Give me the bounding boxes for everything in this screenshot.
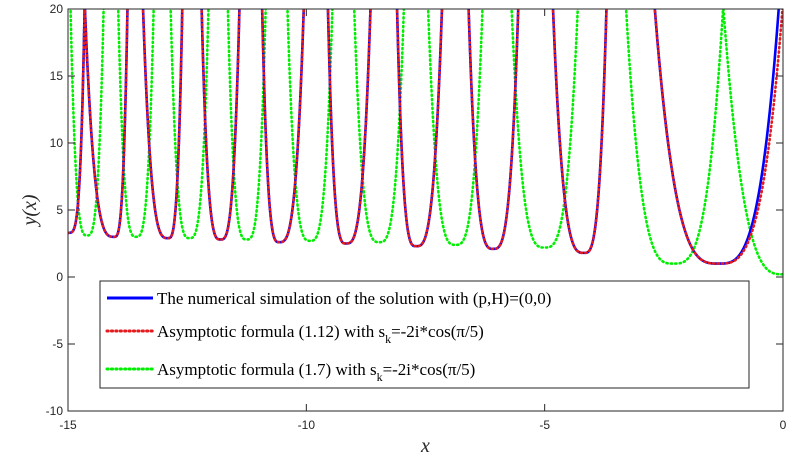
y-tick-label: 10 — [50, 136, 64, 150]
legend-entry-asymptotic-17-sub: k — [377, 370, 383, 384]
series-layer — [68, 9, 783, 276]
y-tick-label: 5 — [56, 203, 63, 217]
y-axis-title: y(x) — [19, 194, 41, 227]
legend-entry-asymptotic-112: Asymptotic formula (1.12) with sk=-2i*co… — [157, 322, 484, 346]
x-tick-label: -5 — [539, 418, 550, 432]
legend-box — [99, 280, 750, 389]
x-tick-label: -10 — [298, 418, 316, 432]
legend-entry-asymptotic-17: Asymptotic formula (1.7) with sk=-2i*cos… — [157, 360, 475, 384]
legend-entry-asymptotic-17-tail: =-2i*cos(π/5) — [383, 360, 476, 379]
legend-entry-numerical-label: The numerical simulation of the solution… — [157, 289, 551, 308]
x-tick-label: 0 — [780, 418, 787, 432]
series-asymptotic-112-line — [68, 9, 783, 265]
legend-entry-numerical: The numerical simulation of the solution… — [157, 289, 551, 308]
legend-entry-asymptotic-17-label: Asymptotic formula (1.7) with s — [157, 360, 377, 379]
y-tick-label: 20 — [50, 2, 64, 16]
y-tick-label: -10 — [46, 404, 64, 418]
y-tick-label: 0 — [56, 270, 63, 284]
y-tick-label: -5 — [52, 337, 63, 351]
series-asymptotic-17-line — [69, 9, 783, 276]
y-tick-label: 15 — [50, 69, 64, 83]
legend: The numerical simulation of the solution… — [99, 280, 750, 389]
legend-entry-asymptotic-112-label: Asymptotic formula (1.12) with s — [157, 322, 385, 341]
legend-entry-asymptotic-112-sub: k — [385, 332, 391, 346]
x-tick-label: -15 — [59, 418, 77, 432]
x-axis-title: x — [420, 435, 430, 457]
legend-entry-asymptotic-112-tail: =-2i*cos(π/5) — [391, 322, 484, 341]
